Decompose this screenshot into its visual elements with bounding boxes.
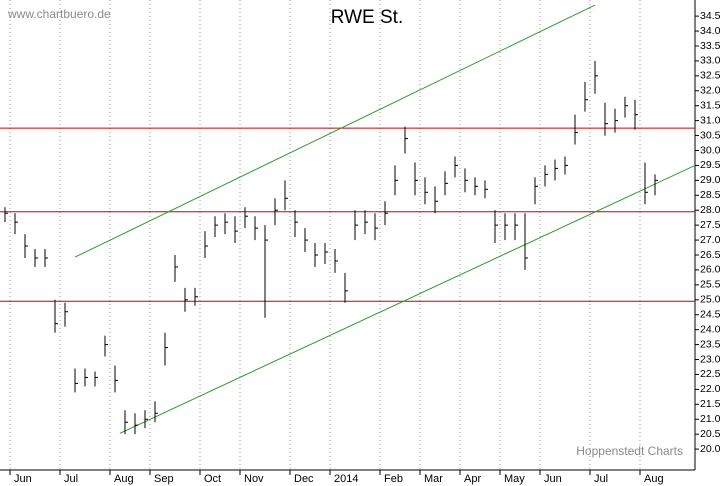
y-tick-label: 28.5 [700, 189, 721, 201]
x-tick-label: Sep [154, 473, 174, 485]
y-tick-label: 24.0 [700, 323, 721, 335]
x-tick-label: Apr [464, 473, 481, 485]
y-tick-label: 23.5 [700, 338, 721, 350]
y-tick-label: 23.0 [700, 353, 721, 365]
trend-line [119, 164, 696, 434]
x-tick-label: Jul [594, 473, 608, 485]
y-tick-label: 33.5 [700, 40, 721, 52]
x-tick-label: Aug [644, 473, 664, 485]
x-tick-label: Feb [384, 473, 403, 485]
y-tick-label: 31.0 [700, 114, 721, 126]
y-tick-label: 22.5 [700, 368, 721, 380]
y-tick-label: 20.5 [700, 428, 721, 440]
y-tick-label: 27.0 [700, 234, 721, 246]
y-tick-label: 32.5 [700, 70, 721, 82]
y-tick-label: 30.5 [700, 129, 721, 141]
y-tick-label: 21.5 [700, 398, 721, 410]
credit: Hoppenstedt Charts [576, 444, 683, 458]
x-tick-label: May [504, 473, 525, 485]
y-tick-label: 20.0 [700, 443, 721, 455]
y-tick-label: 33.0 [700, 55, 721, 67]
y-tick-label: 31.5 [700, 99, 721, 111]
x-tick-label: Jul [64, 473, 78, 485]
y-tick-label: 26.0 [700, 264, 721, 276]
x-tick-label: Nov [244, 473, 264, 485]
y-tick-label: 29.5 [700, 159, 721, 171]
x-tick-label: Dec [294, 473, 314, 485]
y-tick-label: 21.0 [700, 413, 721, 425]
y-tick-label: 34.0 [700, 25, 721, 37]
y-tick-label: 25.5 [700, 279, 721, 291]
chart-title: RWE St. [331, 7, 404, 28]
x-tick-label: Mar [424, 473, 443, 485]
x-tick-label: Aug [114, 473, 134, 485]
x-tick-label: Oct [204, 473, 221, 485]
x-tick-label: 2014 [334, 473, 358, 485]
x-tick-label: Jun [544, 473, 562, 485]
y-tick-label: 34.5 [700, 10, 721, 22]
y-tick-label: 28.0 [700, 204, 721, 216]
trend-line [74, 4, 596, 258]
x-tick-label: Jun [14, 473, 32, 485]
y-tick-label: 25.0 [700, 294, 721, 306]
y-tick-label: 29.0 [700, 174, 721, 186]
y-tick-label: 26.5 [700, 249, 721, 261]
y-tick-label: 22.0 [700, 383, 721, 395]
y-tick-label: 27.5 [700, 219, 721, 231]
y-tick-label: 30.0 [700, 144, 721, 156]
y-tick-label: 32.0 [700, 85, 721, 97]
y-tick-label: 24.5 [700, 309, 721, 321]
source: www.chartbuero.de [7, 7, 111, 21]
